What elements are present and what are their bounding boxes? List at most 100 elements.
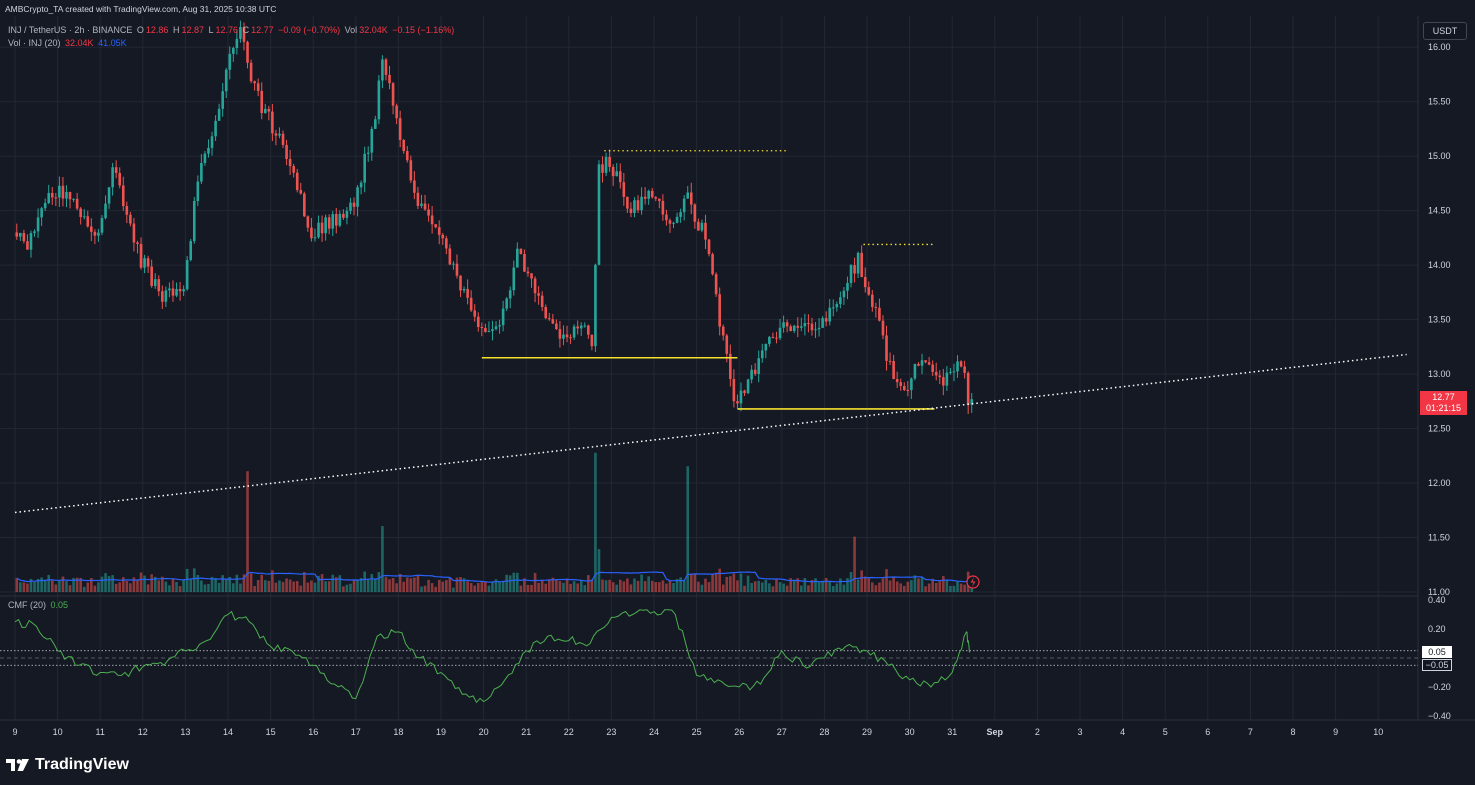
cmf-tick-label-3: −0.40 xyxy=(1428,711,1451,721)
candle-body-37 xyxy=(146,258,150,267)
volume-bar-101 xyxy=(374,579,377,592)
candle-body-42 xyxy=(164,290,168,302)
time-tick-label-10: 19 xyxy=(436,727,446,737)
cmf-tick-label-2: −0.20 xyxy=(1428,682,1451,692)
candle-body-20 xyxy=(86,216,90,227)
volume-bar-138 xyxy=(505,574,508,592)
ascending-trendline[interactable] xyxy=(14,353,1407,514)
volume-bar-146 xyxy=(533,572,537,592)
candle-body-200 xyxy=(725,335,729,354)
candle-body-9 xyxy=(47,192,51,203)
candle-body-264 xyxy=(952,371,956,373)
candle-body-190 xyxy=(689,192,693,205)
candle-body-39 xyxy=(153,279,157,286)
volume-bar-136 xyxy=(498,581,501,592)
price-tick-label-0: 11.00 xyxy=(1428,587,1450,597)
candle-body-266 xyxy=(959,361,963,367)
cmf-tick-label-1: 0.20 xyxy=(1428,624,1446,634)
candle-body-183 xyxy=(665,214,668,221)
volume-bar-190 xyxy=(689,573,693,592)
volume-legend[interactable]: Vol · INJ (20) 32.04K 41.05K xyxy=(8,38,129,48)
bar-countdown: 01:21:15 xyxy=(1425,403,1462,413)
candle-body-5 xyxy=(33,231,36,234)
volume-bar-209 xyxy=(757,580,761,592)
candle-body-259 xyxy=(934,371,938,376)
candle-body-76 xyxy=(285,144,288,160)
candle-body-118 xyxy=(434,224,437,228)
candle-body-47 xyxy=(182,289,185,292)
candle-body-58 xyxy=(221,91,224,109)
candle-body-216 xyxy=(782,322,785,328)
volume-bar-255 xyxy=(920,577,924,592)
time-tick-label-26: 4 xyxy=(1120,727,1125,737)
candle-body-69 xyxy=(260,90,264,114)
candle-body-161 xyxy=(587,325,590,335)
candle-body-157 xyxy=(572,326,576,338)
candle-body-136 xyxy=(498,325,501,327)
volume-bar-27 xyxy=(111,575,114,592)
volume-bar-157 xyxy=(572,581,576,592)
candle-body-101 xyxy=(374,119,377,129)
high-value: 12.87 xyxy=(181,25,204,35)
price-change: −0.09 (−0.70%) xyxy=(278,25,341,35)
volume-bar-48 xyxy=(185,568,189,592)
candle-body-188 xyxy=(682,198,686,213)
volume-bar-226 xyxy=(817,581,821,592)
candle-body-258 xyxy=(931,364,934,372)
candle-body-249 xyxy=(899,382,903,386)
currency-button[interactable]: USDT xyxy=(1423,22,1467,40)
time-tick-label-13: 22 xyxy=(564,727,574,737)
time-tick-label-6: 15 xyxy=(266,727,276,737)
candle-body-260 xyxy=(938,375,942,378)
volume-bar-8 xyxy=(43,579,47,592)
candle-body-81 xyxy=(303,193,306,217)
volume-bar-14 xyxy=(65,581,68,592)
candle-body-80 xyxy=(299,189,303,194)
volume-bar-236 xyxy=(853,536,856,592)
volume-bar-233 xyxy=(842,584,846,592)
volume-bar-34 xyxy=(136,579,139,592)
symbol-legend[interactable]: INJ / TetherUS · 2h · BINANCE O 12.86 H 12… xyxy=(8,25,456,35)
candle-body-18 xyxy=(79,208,82,218)
candle-body-165 xyxy=(601,164,604,173)
candle-body-66 xyxy=(249,62,253,82)
candle-body-110 xyxy=(405,151,409,161)
volume-bar-80 xyxy=(299,585,303,592)
volume-legend-label: Vol · INJ (20) xyxy=(8,38,61,48)
volume-bar-160 xyxy=(583,585,587,592)
volume-bar-117 xyxy=(430,583,434,592)
volume-bar-6 xyxy=(36,578,40,592)
volume-bar-258 xyxy=(931,578,934,592)
volume-legend-value: 32.04K xyxy=(65,38,94,48)
candle-body-64 xyxy=(242,26,246,42)
candle-body-12 xyxy=(58,185,61,198)
volume-bar-142 xyxy=(519,585,523,592)
volume-bar-121 xyxy=(445,580,448,592)
candle-body-196 xyxy=(711,254,714,275)
volume-bar-53 xyxy=(203,584,207,592)
volume-bar-140 xyxy=(512,572,516,592)
volume-bar-266 xyxy=(959,583,963,592)
volume-bar-245 xyxy=(885,569,888,592)
volume-bar-67 xyxy=(253,586,256,592)
volume-bar-78 xyxy=(292,581,295,592)
volume-bar-93 xyxy=(345,584,349,592)
volume-bar-28 xyxy=(114,583,118,592)
volume-bar-211 xyxy=(764,579,768,592)
cmf-legend[interactable]: CMF (20) 0.05 xyxy=(8,600,70,610)
candle-body-186 xyxy=(675,216,679,223)
time-tick-label-19: 28 xyxy=(819,727,829,737)
volume-bar-263 xyxy=(949,585,952,592)
volume-bar-31 xyxy=(125,580,129,592)
volume-bar-39 xyxy=(153,576,157,592)
volume-bar-114 xyxy=(420,586,423,592)
candle-body-174 xyxy=(633,200,636,213)
support-resistance-lines[interactable] xyxy=(481,150,935,410)
price-and-time-axes[interactable]: 11.00 11.50 12.00 12.50 13.00 13.50 14.00 14.50… xyxy=(12,42,1450,737)
tradingview-logo[interactable]: TradingView xyxy=(6,756,129,774)
volume-bar-183 xyxy=(665,583,668,592)
candle-body-148 xyxy=(540,295,544,308)
candle-body-202 xyxy=(732,378,736,402)
